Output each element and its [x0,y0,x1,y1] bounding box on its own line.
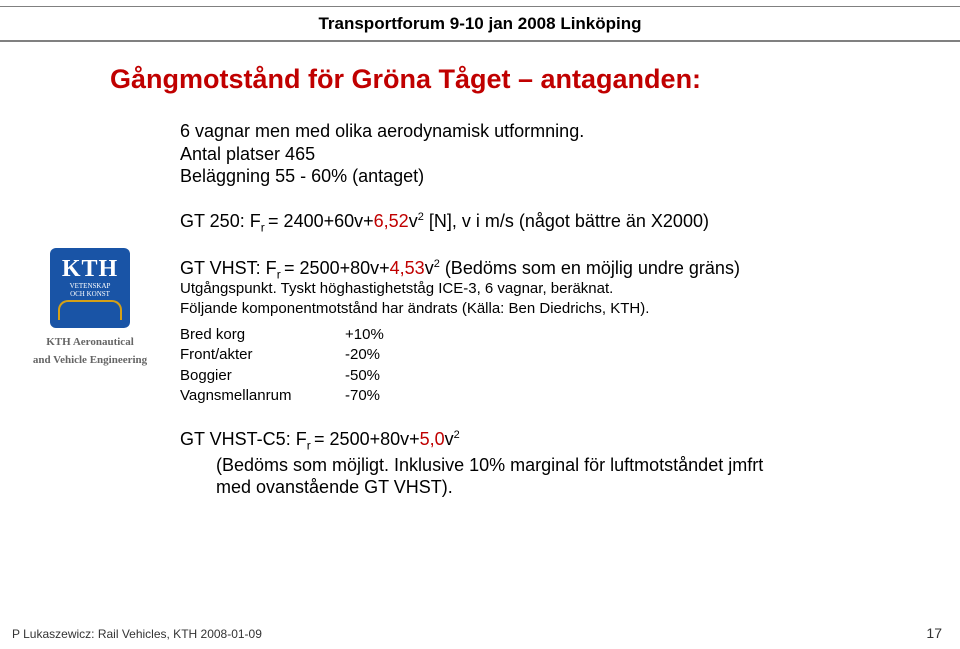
row-label: Front/akter [180,345,345,365]
gt250-v: v [409,211,418,231]
footer-page-number: 17 [926,625,942,641]
gtvhst-prefix: GT VHST: F [180,258,277,278]
header-band: Transportforum 9-10 jan 2008 Linköping [0,6,960,42]
note-line-1: Utgångspunkt. Tyskt höghastighetståg ICE… [180,279,900,299]
row-value: -70% [345,386,425,406]
gtvhstc5-block: GT VHST-C5: Fr = 2500+80v+5,0v2 (Bedöms … [180,428,900,499]
gtvhstc5-formula: GT VHST-C5: Fr = 2500+80v+5,0v2 [180,428,900,454]
row-label: Boggier [180,366,345,386]
gtvhst-v: v [425,258,434,278]
kth-logo-sub2: OCH KONST [50,291,130,299]
gtvhstc5-sub: r [307,439,314,453]
kth-logo-text: KTH [50,248,130,283]
gtvhst-eq: = 2500+80v+ [284,258,390,278]
gt250-sub: r [261,220,268,234]
gt250-prefix: GT 250: F [180,211,261,231]
gt250-coef: 6,52 [374,211,409,231]
gtvhst-notes: Utgångspunkt. Tyskt höghastighetståg ICE… [180,279,900,407]
slide-page: Transportforum 9-10 jan 2008 Linköping G… [0,0,960,649]
slide-title: Gångmotstånd för Gröna Tåget – antagande… [110,64,701,95]
intro-block: 6 vagnar men med olika aerodynamisk utfo… [180,120,900,188]
note-line-2: Följande komponentmotstånd har ändrats (… [180,299,900,319]
gt250-tail: [N], v i m/s (något bättre än X2000) [424,211,709,231]
adjustment-table: Bred korg +10% Front/akter -20% Boggier … [180,325,900,406]
gtvhst-tail: (Bedöms som en möjlig undre gräns) [440,258,740,278]
gtvhst-block: GT VHST: Fr = 2500+80v+4,53v2 (Bedöms so… [180,257,900,406]
gtvhstc5-v: v [445,429,454,449]
content-area: 6 vagnar men med olika aerodynamisk utfo… [180,120,900,521]
intro-line-3: Beläggning 55 - 60% (antaget) [180,165,900,188]
footer-author: P Lukaszewicz: Rail Vehicles, KTH 2008-0… [12,627,262,641]
gtvhstc5-prefix: GT VHST-C5: F [180,429,307,449]
row-value: -50% [345,366,425,386]
gtvhst-coef: 4,53 [390,258,425,278]
header-rule-top [0,6,960,7]
row-value: -20% [345,345,425,365]
header-rule-bottom [0,40,960,42]
kth-logo-icon: KTH VETENSKAP OCH KONST [50,248,130,328]
table-row: Bred korg +10% [180,325,900,345]
gtvhstc5-eq: = 2500+80v+ [314,429,420,449]
gtvhstc5-coef: 5,0 [420,429,445,449]
gtvhstc5-note2: med ovanstående GT VHST). [216,476,900,499]
row-label: Bred korg [180,325,345,345]
intro-line-1: 6 vagnar men med olika aerodynamisk utfo… [180,120,900,143]
gtvhstc5-note1: (Bedöms som möjligt. Inklusive 10% margi… [216,454,900,477]
gt250-formula: GT 250: Fr = 2400+60v+6,52v2 [N], v i m/… [180,210,900,236]
header-title: Transportforum 9-10 jan 2008 Linköping [0,14,960,34]
kth-dept-line1: KTH Aeronautical [30,336,150,350]
row-label: Vagnsmellanrum [180,386,345,406]
kth-logo-block: KTH VETENSKAP OCH KONST KTH Aeronautical… [30,248,150,368]
gt250-eq: = 2400+60v+ [268,211,374,231]
gtvhstc5-exp: 2 [454,429,460,441]
row-value: +10% [345,325,425,345]
table-row: Front/akter -20% [180,345,900,365]
intro-line-2: Antal platser 465 [180,143,900,166]
table-row: Vagnsmellanrum -70% [180,386,900,406]
table-row: Boggier -50% [180,366,900,386]
kth-dept-line2: and Vehicle Engineering [30,354,150,368]
